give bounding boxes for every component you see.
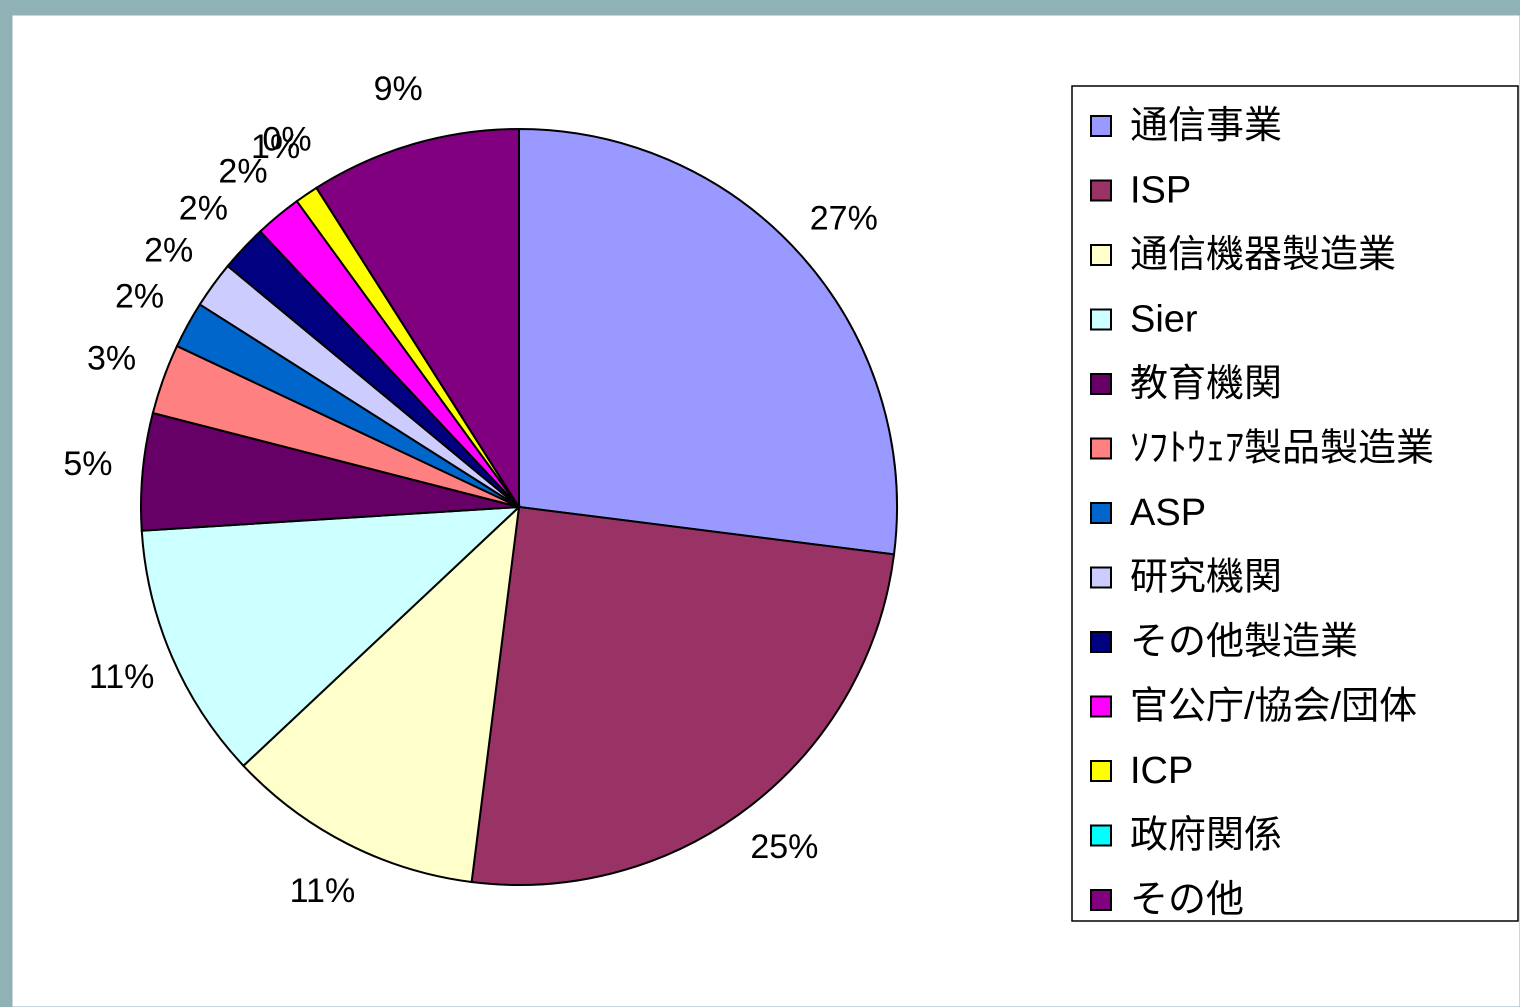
legend-swatch: [1090, 824, 1112, 847]
data-label: 3%: [87, 339, 136, 377]
data-label: 9%: [374, 70, 423, 108]
data-label: 2%: [115, 277, 164, 315]
pie-slice: [315, 127, 520, 511]
legend-label: 政府関係: [1130, 815, 1282, 857]
legend-label: 通信機器製造業: [1130, 234, 1396, 276]
legend-swatch: [1090, 179, 1112, 202]
legend-swatch: [1090, 308, 1112, 331]
pie-slice: [518, 127, 898, 556]
legend-swatch: [1090, 695, 1112, 718]
legend-label: その他: [1130, 879, 1244, 921]
legend-swatch: [1090, 115, 1112, 137]
data-label: 5%: [63, 445, 112, 483]
legend-label: ICP: [1130, 750, 1193, 792]
legend-label: ｿﾌﾄｳｪｱ製品製造業: [1130, 428, 1434, 470]
legend-label: その他製造業: [1130, 621, 1358, 663]
pie-slice: [470, 505, 896, 886]
legend-label: 教育機関: [1130, 363, 1282, 405]
legend-swatch: [1090, 437, 1112, 460]
legend-label: ISP: [1130, 170, 1191, 212]
legend-swatch: [1090, 889, 1112, 911]
pie-slice: [242, 504, 521, 884]
legend-swatch: [1090, 631, 1112, 653]
data-label: 25%: [750, 828, 818, 866]
data-label: 11%: [290, 872, 356, 910]
data-label: 0%: [262, 120, 311, 158]
legend-label: Sier: [1130, 299, 1198, 341]
legend-label: 官公庁/協会/団体: [1130, 686, 1417, 728]
pie-slice: [140, 505, 522, 768]
legend-box: [1071, 85, 1519, 922]
legend-swatch: [1090, 760, 1112, 782]
data-label: 2%: [144, 231, 193, 269]
data-label: 27%: [810, 200, 878, 238]
data-label: 2%: [218, 152, 267, 190]
legend-label: ASP: [1130, 492, 1206, 534]
legend-label: 通信事業: [1130, 105, 1282, 147]
legend-swatch: [1090, 566, 1112, 589]
data-label: 1%: [251, 128, 300, 166]
data-label: 2%: [179, 190, 228, 228]
legend-swatch: [1090, 502, 1112, 524]
legend-swatch: [1090, 244, 1112, 266]
legend-label: 研究機関: [1130, 557, 1282, 599]
legend-swatch: [1090, 373, 1112, 395]
data-label: 11%: [89, 658, 155, 696]
